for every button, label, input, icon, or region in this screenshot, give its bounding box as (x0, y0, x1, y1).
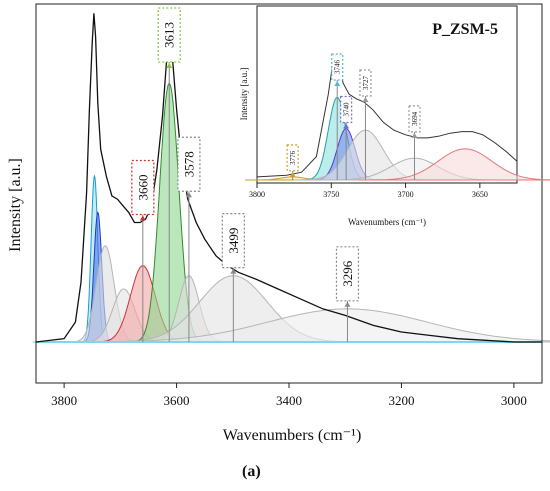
peak-label-box (221, 213, 245, 269)
main-x-axis-ticks: 3800 3600 3400 3200 3000 (51, 383, 527, 408)
peak-label-box (359, 69, 372, 97)
peak-label-3499: 3499 (226, 228, 241, 254)
peak-arrow (362, 97, 369, 102)
peak-label-box (177, 136, 201, 192)
main-peak-labels: 3613 3660 3578 3499 3296 (131, 7, 360, 342)
x-tick-label: 3200 (388, 393, 414, 408)
figure-caption: (a) (242, 463, 261, 480)
peak-arrow (411, 132, 418, 138)
main-y-axis-label: Intensity [a.u.] (7, 158, 24, 252)
peak-arrow (289, 171, 296, 177)
inset-y-axis-label: Intensity [a.u.] (239, 68, 249, 121)
peak-arrow (139, 215, 146, 221)
x-tick-label: 3000 (501, 393, 527, 408)
main-spectrum-line (35, 13, 542, 343)
inset-x-axis-label: Wavenumbers (cm⁻¹) (348, 217, 426, 227)
peak-label-3746: 3746 (334, 60, 342, 75)
peak-label-3660: 3660 (135, 174, 150, 200)
main-x-axis-label: Wavenumbers (cm⁻¹) (223, 427, 362, 444)
peak-label-box (408, 105, 421, 133)
peak-arrow (185, 192, 192, 198)
peak-label-3740: 3740 (343, 102, 351, 117)
x-tick-label: 3400 (276, 393, 302, 408)
peak-label-3296: 3296 (340, 260, 355, 287)
inset-x-axis-ticks: 3800 3750 3700 3650 (249, 183, 488, 199)
peak-label-3694: 3694 (411, 111, 419, 126)
main-chart: 3613 3660 3578 3499 3296 3800 3600 3400 3200 300… (7, 3, 550, 480)
peak-label-box (131, 159, 155, 216)
inset-spectrum-line (256, 57, 518, 178)
x-tick-label: 3800 (249, 190, 265, 199)
peak-arrow (343, 123, 350, 129)
inset-peak-labels: 3776 3746 3740 3727 3694 (286, 53, 421, 180)
x-tick-label: 3650 (472, 190, 488, 199)
component-band-3660 (358, 148, 550, 181)
peak-label-box (286, 144, 299, 172)
x-tick-label: 3800 (51, 393, 77, 408)
peak-arrow (334, 81, 341, 86)
peak-label-box (157, 7, 181, 63)
peak-label-box (335, 246, 360, 302)
inset-title: P_ZSM-5 (432, 21, 498, 38)
x-tick-label: 3700 (398, 190, 414, 199)
peak-arrow (230, 268, 237, 274)
peak-label-box (340, 95, 353, 124)
peak-label-3613: 3613 (162, 22, 177, 48)
x-tick-label: 3600 (164, 393, 190, 408)
peak-label-3727: 3727 (362, 76, 370, 91)
inset-chart: 3776 3746 3740 3727 3694 P_ZSM-5 3800 3750 370… (239, 5, 550, 227)
peak-label-3578: 3578 (181, 151, 196, 177)
x-tick-label: 3750 (323, 190, 339, 199)
peak-arrow (166, 63, 173, 68)
peak-label-box (331, 53, 344, 81)
peak-label-3776: 3776 (289, 150, 297, 165)
peak-arrow (344, 301, 351, 307)
